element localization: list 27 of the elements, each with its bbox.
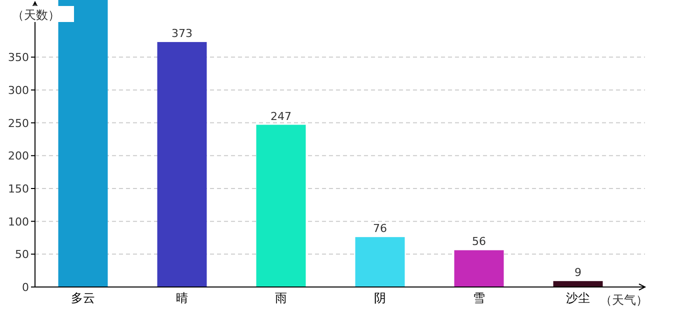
- x-tick-label: 阴: [374, 291, 386, 305]
- y-tick-label: 200: [8, 150, 29, 163]
- x-tick-label: 晴: [176, 291, 188, 305]
- y-tick-label: 0: [22, 281, 29, 294]
- y-tick-label: 350: [8, 51, 29, 64]
- y-axis-title: （天数）: [12, 8, 60, 22]
- y-tick-label: 300: [8, 84, 29, 97]
- x-tick-label: 雨: [275, 291, 287, 305]
- data-label: 247: [270, 110, 292, 123]
- y-tick-label: 250: [8, 116, 29, 130]
- bar: [157, 42, 207, 287]
- y-tick-label: 50: [15, 248, 29, 262]
- y-tick-label: 100: [8, 215, 29, 228]
- bar: [58, 0, 108, 287]
- data-label: 373: [172, 27, 192, 40]
- x-tick-label: 沙尘: [566, 291, 590, 305]
- bar: [553, 281, 603, 287]
- data-label: 76: [373, 222, 387, 236]
- bar: [256, 124, 306, 287]
- data-label: 9: [574, 266, 582, 280]
- x-tick-label: 多云: [71, 291, 95, 305]
- bar: [454, 250, 504, 287]
- x-axis-title: （天气）: [600, 293, 648, 307]
- x-tick-label: 雪: [473, 291, 485, 305]
- bar: [355, 237, 405, 287]
- data-label: 56: [472, 235, 486, 248]
- y-tick-label: 150: [8, 182, 29, 196]
